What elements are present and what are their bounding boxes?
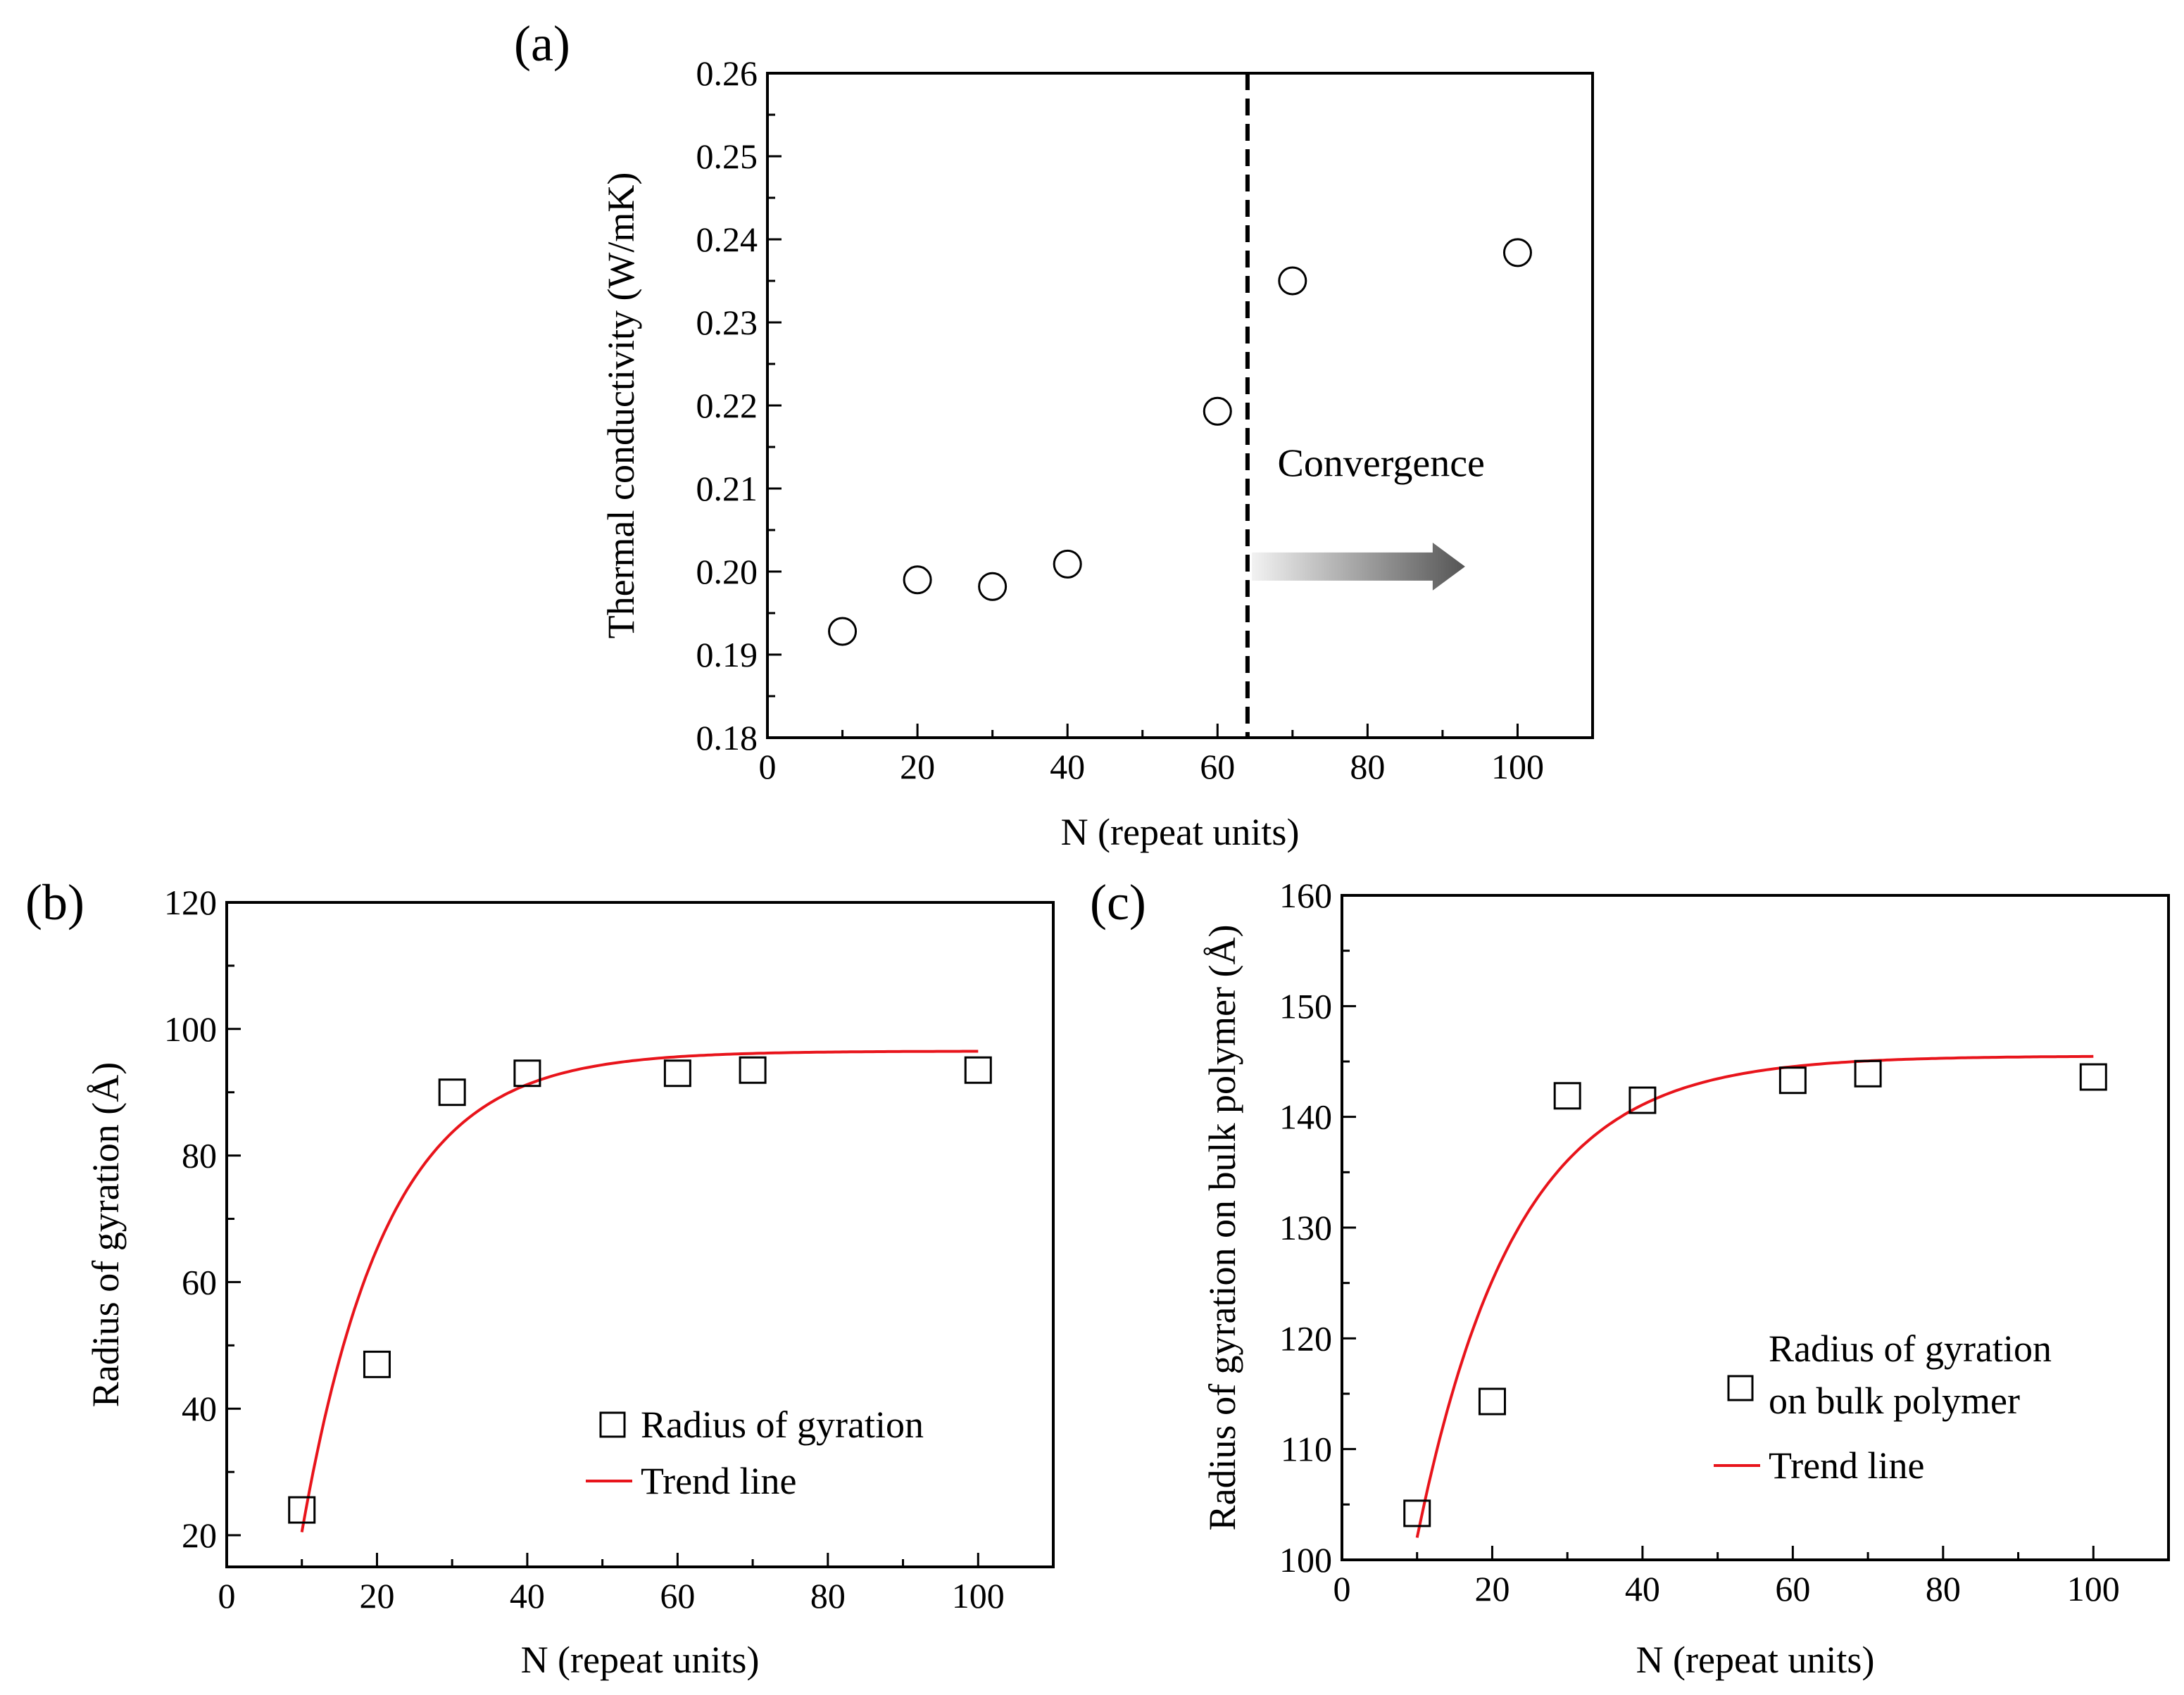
x-tick-label: 40 [1050, 747, 1085, 786]
data-point-circle [1278, 266, 1307, 296]
panel-label: (b) [25, 874, 84, 931]
y-axis-title: Radius of gyration on bulk polymer (Å) [1201, 925, 1243, 1531]
y-tick-label: 150 [1279, 986, 1332, 1026]
x-tick-label: 100 [2067, 1569, 2120, 1608]
data-point-square [1403, 1499, 1431, 1527]
data-point-circle [1502, 238, 1532, 267]
x-axis-title: N (repeat units) [1061, 811, 1300, 853]
convergence-label: Convergence [1278, 441, 1485, 485]
x-tick-label: 80 [810, 1576, 846, 1615]
data-point-square [363, 1350, 391, 1378]
y-tick-label: 100 [1279, 1540, 1332, 1580]
y-axis-title: Radius of gyration (Å) [84, 1062, 127, 1407]
y-tick-label: 0.25 [696, 137, 758, 176]
y-tick-label: 80 [182, 1136, 217, 1176]
y-tick-label: 0.22 [696, 386, 758, 425]
y-axis-title: Thermal conductivity (W/mK) [600, 172, 642, 639]
data-point-circle [903, 565, 932, 595]
y-tick-label: 20 [182, 1516, 217, 1555]
data-point-square [739, 1056, 767, 1084]
legend-label: Trend line [641, 1460, 797, 1502]
legend-label: Radius of gyration [641, 1404, 924, 1446]
y-tick-label: 60 [182, 1262, 217, 1302]
data-point-square [1778, 1066, 1807, 1095]
y-tick-label: 0.24 [696, 220, 758, 259]
plot-frame [225, 901, 1055, 1568]
x-tick-label: 40 [1625, 1569, 1660, 1608]
y-tick-label: 0.26 [696, 53, 758, 93]
y-tick-label: 140 [1279, 1097, 1332, 1137]
panel-label: (a) [514, 15, 570, 72]
legend-square-marker [1727, 1375, 1754, 1401]
panel-a-thermal-conductivity: 0 20 40 60 80 100 0.18 0.19 0.20 0.21 0.22 0.23 0.24… [514, 15, 1594, 853]
trend-line [300, 1050, 979, 1532]
data-point-square [1628, 1086, 1657, 1114]
legend-square-marker [599, 1411, 626, 1438]
x-tick-label: 100 [1491, 747, 1544, 786]
x-tick-label: 60 [1200, 747, 1235, 786]
y-tick-label: 0.18 [696, 718, 758, 757]
x-tick-label: 60 [1775, 1569, 1810, 1608]
x-tick-label: 0 [218, 1576, 236, 1615]
data-point-square [1854, 1059, 1882, 1088]
data-point-circle [978, 572, 1008, 601]
y-tick-label: 0.23 [696, 303, 758, 342]
x-axis-title: N (repeat units) [521, 1639, 760, 1681]
x-tick-label: 20 [359, 1576, 394, 1615]
legend-label: Radius of gyration [1769, 1328, 2052, 1370]
data-point-square [438, 1078, 466, 1107]
y-tick-label: 40 [182, 1389, 217, 1428]
x-tick-label: 100 [952, 1576, 1005, 1615]
y-tick-label: 110 [1281, 1430, 1332, 1469]
y-tick-label: 0.20 [696, 552, 758, 591]
panel-c-radius-of-gyration-bulk: 0 20 40 60 80 100 100 110 120 130 140 150 160 N (repe… [1090, 874, 2170, 1681]
legend-label: on bulk polymer [1769, 1380, 2020, 1422]
plot-frame [1341, 894, 2170, 1561]
y-tick-label: 100 [164, 1009, 217, 1049]
data-point-square [288, 1496, 316, 1524]
plot-frame [766, 72, 1594, 739]
data-point-square [663, 1059, 691, 1088]
legend-label: Trend line [1769, 1444, 1925, 1487]
x-tick-label: 80 [1926, 1569, 1961, 1608]
data-point-circle [1053, 549, 1082, 579]
y-tick-label: 160 [1279, 876, 1332, 915]
data-point-square [513, 1059, 541, 1088]
data-point-circle [1203, 396, 1232, 426]
data-point-square [1553, 1082, 1581, 1110]
trend-line [1415, 1054, 2094, 1538]
data-point-square [964, 1056, 992, 1084]
convergence-arrow [1251, 542, 1465, 591]
x-tick-label: 0 [759, 747, 777, 786]
y-tick-label: 0.19 [696, 635, 758, 674]
data-point-square [2079, 1063, 2107, 1091]
panel-label: (c) [1090, 874, 1146, 931]
x-tick-label: 20 [1474, 1569, 1510, 1608]
x-tick-label: 80 [1350, 747, 1385, 786]
data-point-circle [828, 617, 858, 646]
y-tick-label: 120 [164, 883, 217, 922]
y-tick-label: 120 [1279, 1318, 1332, 1358]
data-point-square [1478, 1387, 1506, 1416]
x-tick-label: 60 [660, 1576, 695, 1615]
y-tick-label: 0.21 [696, 469, 758, 508]
x-tick-label: 20 [900, 747, 935, 786]
x-tick-label: 0 [1333, 1569, 1351, 1608]
y-tick-label: 130 [1279, 1208, 1332, 1247]
x-axis-title: N (repeat units) [1636, 1639, 1875, 1681]
x-tick-label: 40 [510, 1576, 545, 1615]
